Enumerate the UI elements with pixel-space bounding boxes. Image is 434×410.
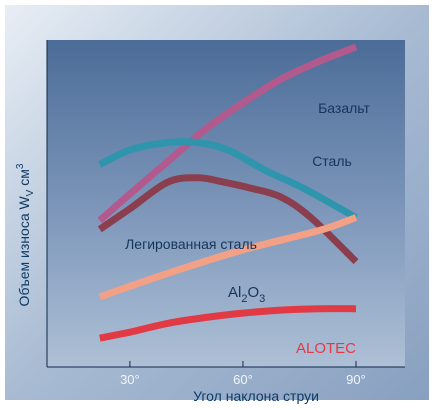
x-axis-label: Угол наклона струи: [193, 388, 319, 404]
series-label-steel: Сталь: [312, 153, 352, 169]
x-tick-label: 30°: [120, 372, 140, 387]
series-line-basalt: [97, 43, 358, 224]
series-label-basalt: Базальт: [318, 100, 370, 116]
x-tick-label: 60°: [233, 372, 253, 387]
x-tick-label: 90°: [346, 372, 366, 387]
series-layer: [97, 43, 359, 342]
labels-layer: Базальт Сталь Легированная сталь Al2O3 ALOTE…: [125, 100, 370, 357]
series-label-al2o3: Al2O3: [228, 284, 265, 305]
y-axis-label: Объем износа WV см3: [15, 163, 36, 306]
series-line-alloy-steel: [97, 174, 359, 265]
ticks-layer: 30° 60° 90°: [120, 361, 366, 387]
series-line-al2o3: [98, 214, 358, 301]
series-line-alotec: [99, 305, 357, 342]
series-line-steel: [98, 138, 358, 221]
series-label-alotec: ALOTEC: [296, 340, 356, 357]
series-label-alloy-steel: Легированная сталь: [125, 236, 257, 252]
